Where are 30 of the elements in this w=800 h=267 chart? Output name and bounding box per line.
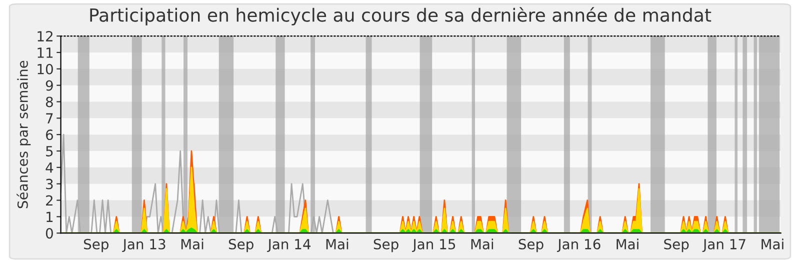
x-tick-label: Mai (616, 238, 638, 250)
y-tick-label: 6 (46, 130, 53, 140)
x-tick-label: Sep (374, 238, 398, 252)
x-tick-label: Sep (228, 238, 254, 252)
x-tick-label: Mai (181, 238, 204, 250)
y-tick-label: 8 (46, 96, 53, 108)
x-tick-label: Jan 15 (412, 239, 456, 252)
y-tick-label: 7 (46, 113, 53, 124)
x-tick-label: Jan 17 (702, 239, 746, 252)
x-tick-label: Jan 13 (122, 238, 166, 252)
x-tick-label: Mai (471, 238, 494, 250)
x-tick-label: Sep (664, 238, 689, 252)
y-axis-title: Séances par semaine (16, 60, 31, 208)
y-tick-label: 11 (38, 48, 53, 58)
chart-title: Participation en hemicycle au cours de sa dernière année de mandat (90, 7, 712, 26)
y-tick-label: 4 (46, 162, 54, 173)
x-tick-label: Jan 16 (556, 238, 600, 252)
x-tick-label: Sep (84, 238, 108, 252)
y-tick-label: 12 (38, 31, 52, 42)
x-tick-label: Jan 14 (267, 239, 311, 252)
y-tick-label: 5 (46, 146, 53, 156)
x-tick-label: Mai (326, 238, 348, 250)
y-tick-label: 2 (46, 195, 52, 206)
y-tick-label: 1 (46, 212, 53, 222)
y-tick-label: 0 (46, 228, 53, 239)
y-tick-label: 9 (46, 80, 53, 91)
y-tick-label: 10 (38, 64, 53, 74)
x-tick-label: Sep (518, 238, 544, 252)
x-tick-label: Mai (762, 238, 784, 250)
y-tick-label: 3 (46, 178, 53, 190)
